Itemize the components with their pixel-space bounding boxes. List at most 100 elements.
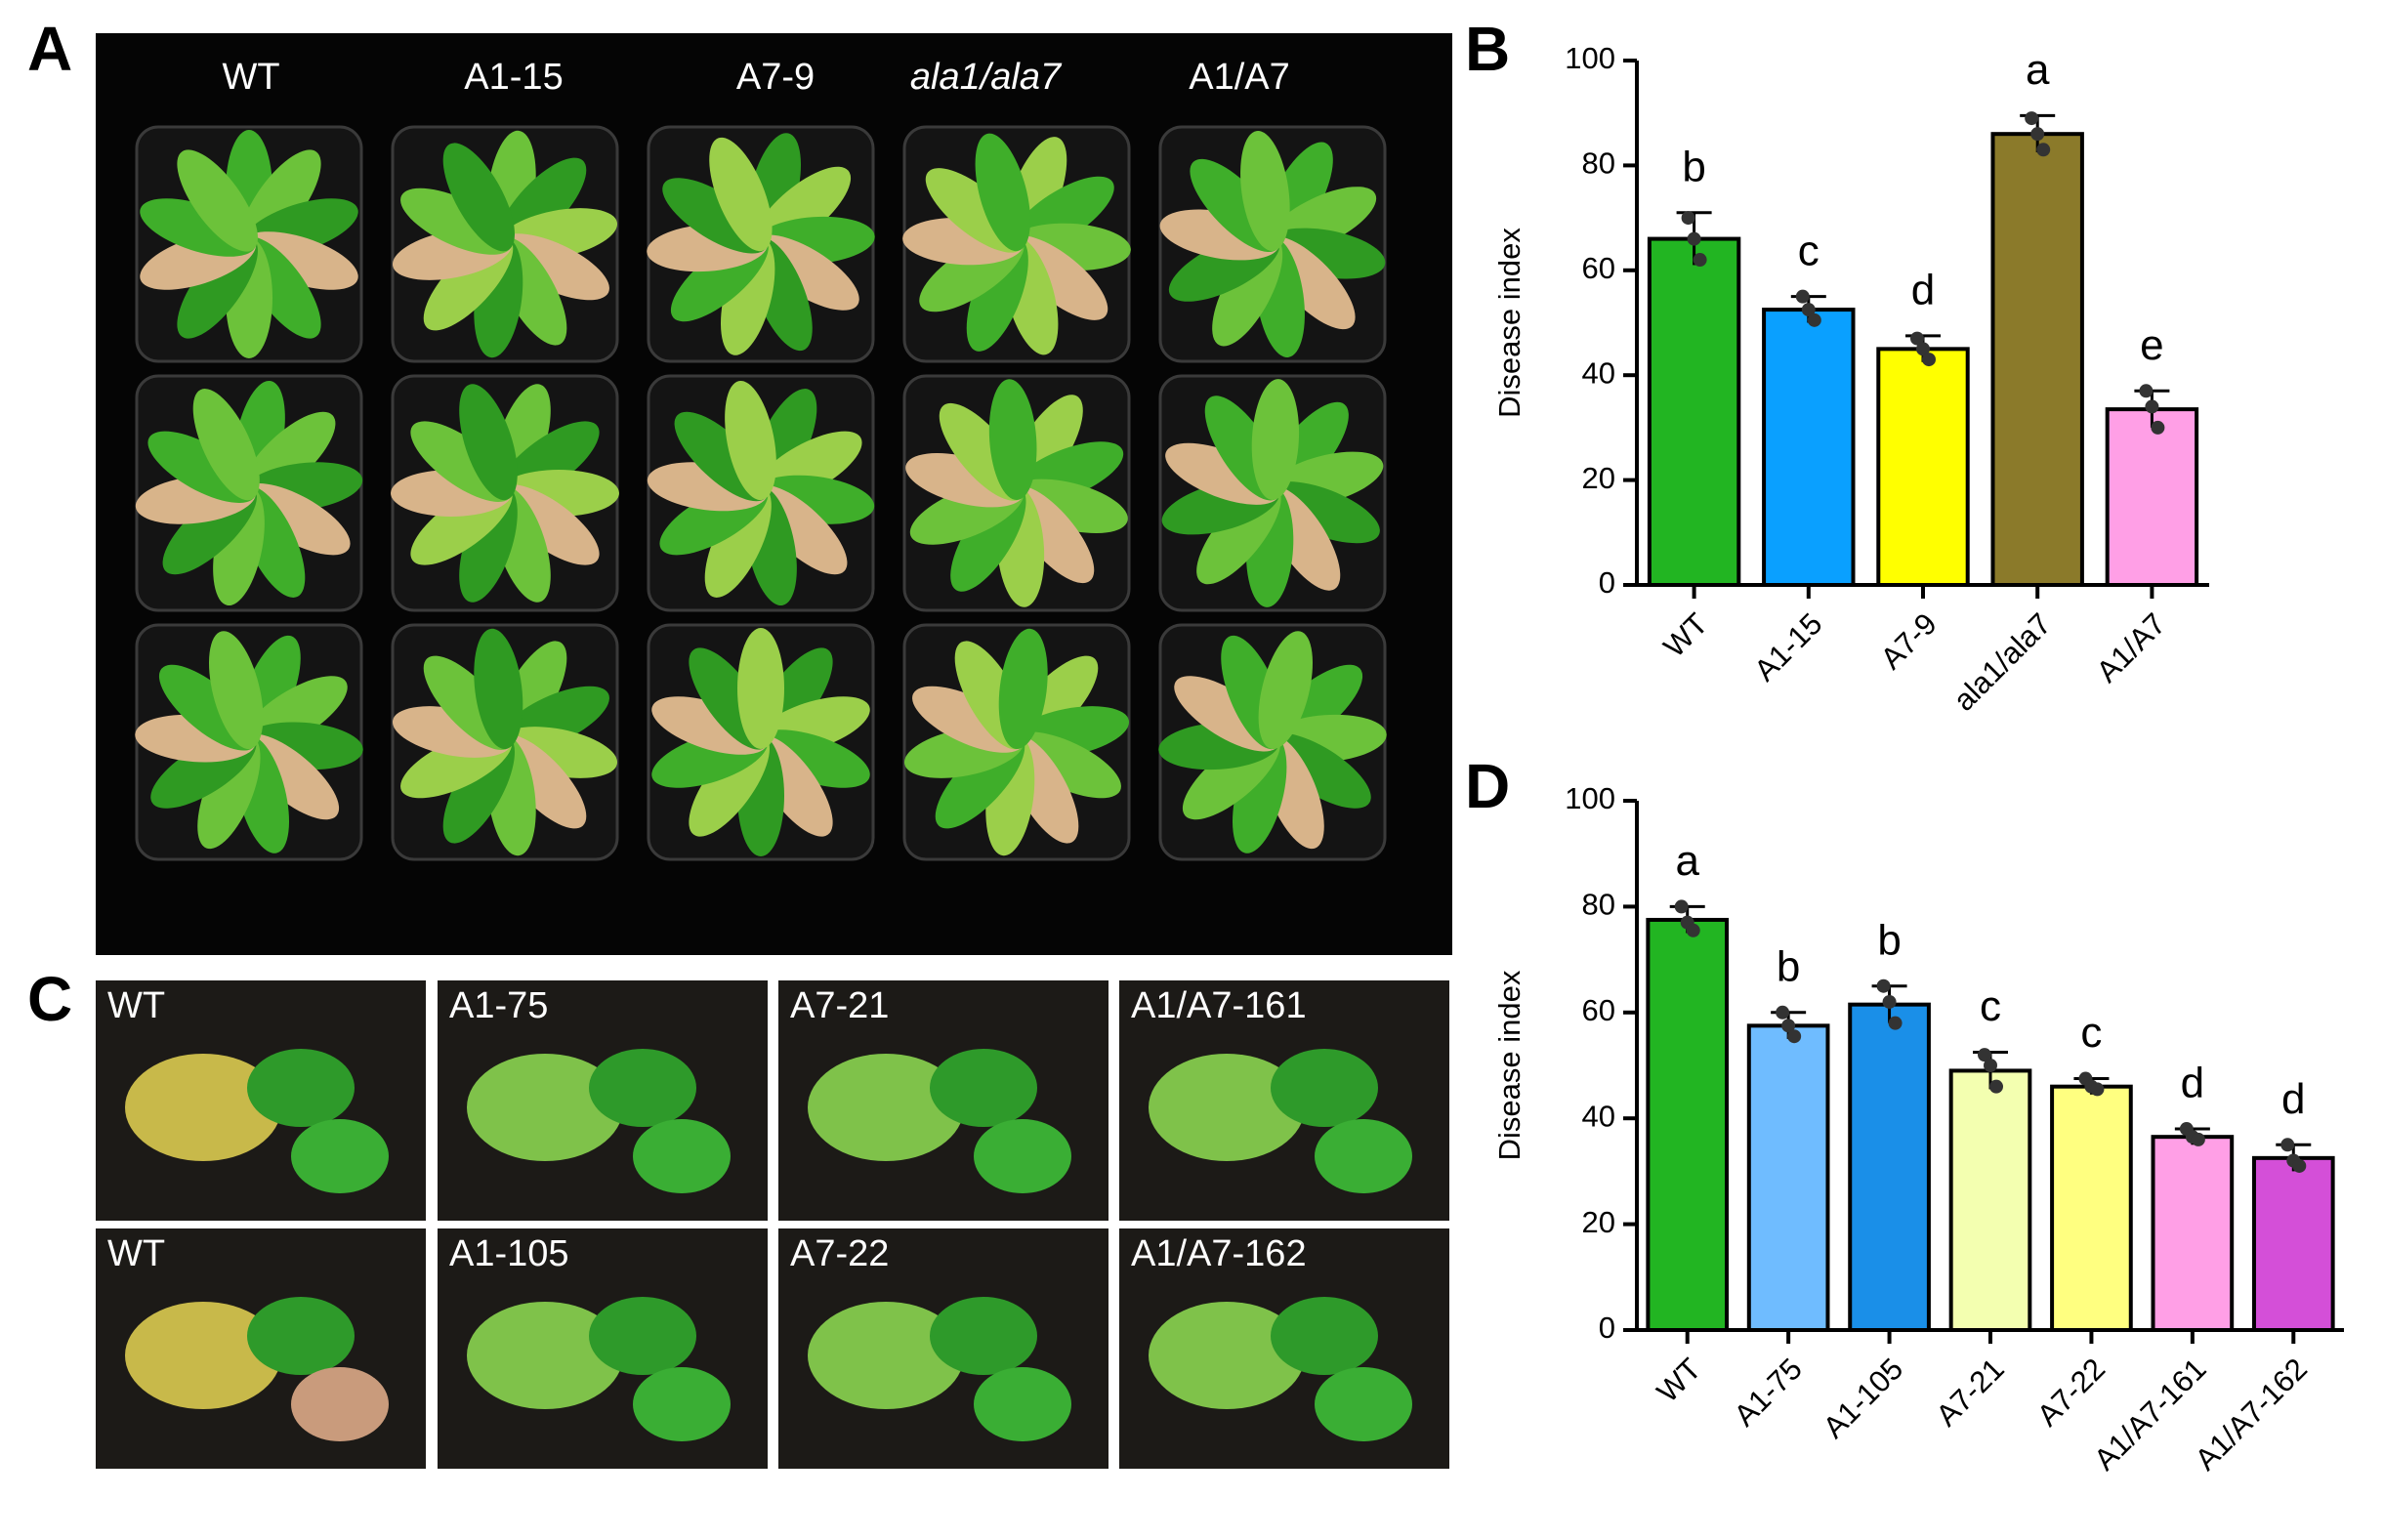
bar: [2251, 1155, 2335, 1332]
data-point: [1922, 353, 1936, 367]
seedling-label: A1-75: [449, 985, 548, 1026]
photo-c: WT A1-75 A7-21 A1/A7-161 WT A1-105 A7-22 A1/A7-…: [96, 980, 1449, 1469]
data-point: [1916, 342, 1930, 356]
data-point: [1801, 303, 1816, 317]
x-tick-label: A1/A7: [2090, 606, 2172, 688]
leaf: [467, 1302, 623, 1409]
data-point: [1910, 331, 1924, 346]
y-tick-label: 40: [1582, 355, 1615, 390]
y-tick-label: 100: [1565, 41, 1615, 75]
data-point: [1681, 211, 1695, 226]
y-tick-label: 60: [1582, 251, 1615, 285]
leaf: [1149, 1054, 1305, 1161]
data-point: [1693, 253, 1707, 268]
data-point: [1776, 1005, 1790, 1020]
panel-label: B: [1465, 14, 1510, 84]
data-point: [1882, 994, 1897, 1009]
seedling-label: A7-22: [790, 1233, 889, 1274]
significance-letter: b: [1682, 143, 1705, 190]
leaf: [459, 384, 518, 501]
data-point: [1984, 1059, 1997, 1072]
leaf: [709, 137, 773, 252]
leaf: [291, 1367, 389, 1441]
x-tick-label: ala1/ala7: [1946, 606, 2058, 718]
leaf: [247, 1049, 355, 1127]
leaf: [1258, 631, 1314, 750]
panel-label: D: [1465, 751, 1510, 821]
leaf: [737, 628, 784, 749]
data-point: [2025, 111, 2039, 126]
leaf: [1251, 379, 1300, 501]
data-point: [1674, 899, 1689, 914]
data-point: [1687, 231, 1701, 246]
y-tick-label: 80: [1582, 888, 1615, 922]
y-tick-label: 0: [1599, 1311, 1615, 1345]
data-point: [2090, 1082, 2105, 1097]
data-point: [2139, 384, 2154, 398]
leaf: [1271, 1049, 1378, 1127]
x-tick-label: WT: [1651, 1352, 1708, 1409]
data-point: [2151, 420, 2165, 435]
y-tick-label: 20: [1582, 461, 1615, 495]
y-tick-label: 0: [1599, 565, 1615, 600]
significance-letter: d: [2181, 1060, 2204, 1107]
bar: [1876, 347, 1970, 587]
seedling-label: A1/A7-161: [1131, 985, 1307, 1026]
leaf: [633, 1367, 731, 1441]
bar: [1647, 236, 1741, 588]
data-point: [2030, 127, 2045, 142]
leaf: [474, 628, 523, 750]
seedling-label: A7-21: [790, 985, 889, 1026]
x-tick-label: A7-9: [1874, 606, 1944, 676]
leaf: [1315, 1119, 1412, 1193]
data-point: [2280, 1138, 2295, 1152]
bar: [1746, 1023, 1830, 1332]
significance-letter: c: [2080, 1009, 2102, 1057]
genotype-label: A1/A7: [1189, 57, 1290, 98]
leaf: [725, 380, 776, 501]
data-point: [1888, 1016, 1903, 1030]
data-point: [2191, 1132, 2205, 1146]
leaf: [1149, 1302, 1305, 1409]
bar: [2050, 1084, 2133, 1333]
data-point: [2145, 399, 2159, 414]
leaf: [998, 628, 1048, 750]
x-tick-label: A7-21: [1929, 1352, 2010, 1433]
leaf: [208, 631, 264, 750]
data-point: [2036, 143, 2051, 157]
data-point: [1795, 289, 1810, 304]
significance-letter: e: [2140, 321, 2163, 369]
leaf: [974, 1367, 1071, 1441]
data-point: [1787, 1029, 1802, 1044]
leaf: [975, 133, 1030, 252]
x-tick-label: WT: [1657, 606, 1715, 664]
y-tick-label: 40: [1582, 1099, 1615, 1133]
genotype-label: A1-15: [464, 57, 563, 98]
leaf: [1240, 131, 1290, 252]
data-point: [1781, 1019, 1796, 1033]
significance-letter: d: [2281, 1075, 2305, 1123]
significance-letter: c: [1980, 982, 2001, 1030]
y-tick-label: 20: [1582, 1205, 1615, 1239]
genotype-label: ala1/ala7: [910, 57, 1063, 98]
data-point: [1978, 1048, 1991, 1062]
seedling-label: A1/A7-162: [1131, 1233, 1307, 1274]
leaf: [589, 1297, 696, 1375]
genotype-label: A7-9: [736, 57, 815, 98]
data-point: [1807, 312, 1821, 327]
bar: [2105, 407, 2199, 588]
genotype-label: WT: [222, 57, 279, 98]
leaf: [974, 1119, 1071, 1193]
panel-label: A: [27, 14, 72, 84]
bar: [1646, 917, 1730, 1332]
leaf: [125, 1054, 281, 1161]
leaf: [442, 143, 515, 252]
leaf: [125, 1302, 281, 1409]
seedling-label: WT: [107, 1233, 165, 1274]
y-tick-label: 100: [1565, 781, 1615, 815]
significance-letter: b: [1777, 942, 1800, 990]
leaf: [808, 1054, 964, 1161]
leaf: [808, 1302, 964, 1409]
